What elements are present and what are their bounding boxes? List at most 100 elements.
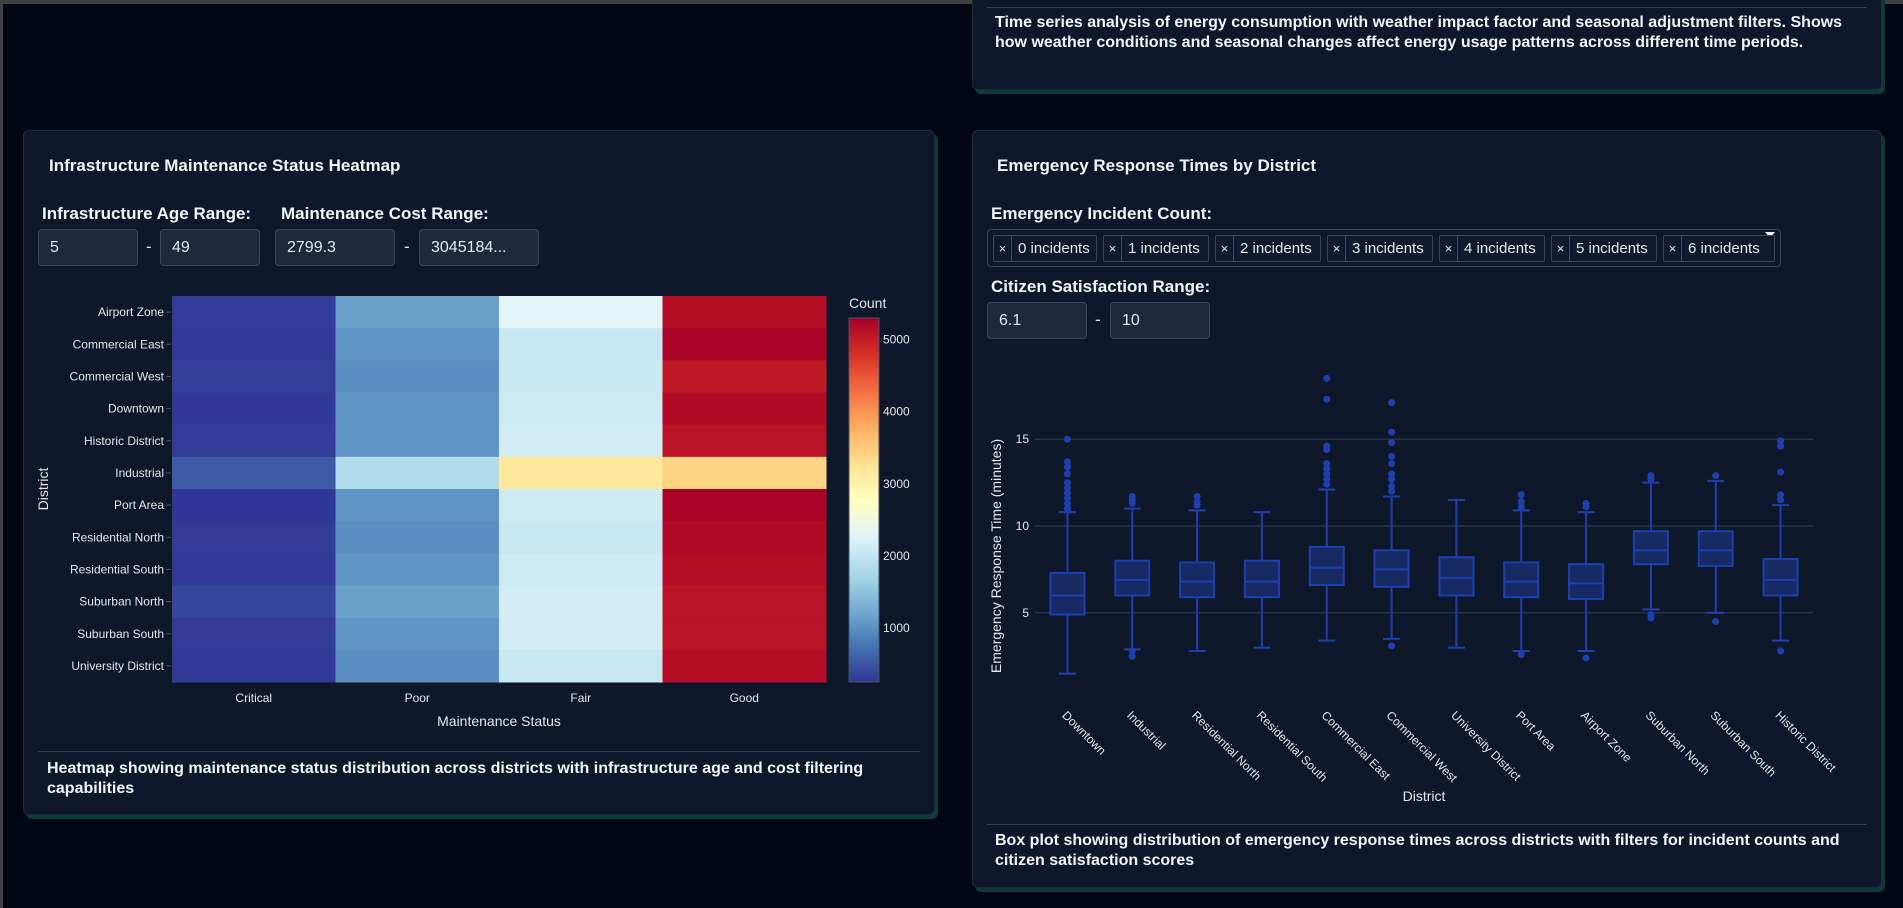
- x-tick-label: Commercial East: [1319, 708, 1394, 783]
- outlier-point: [1712, 618, 1720, 626]
- outlier-point: [1323, 465, 1331, 473]
- x-tick-label: Airport Zone: [1578, 708, 1635, 765]
- box: [1308, 545, 1345, 587]
- incident-tag-label: 1 incidents: [1128, 240, 1200, 257]
- panel-divider: [987, 7, 1867, 8]
- outlier-point: [1323, 480, 1331, 488]
- box-group: [1697, 472, 1734, 626]
- outlier-point: [1388, 428, 1396, 436]
- remove-tag-icon[interactable]: ×: [1328, 236, 1346, 261]
- heatmap-cell: [499, 649, 663, 683]
- x-tick-label: Residential South: [1254, 708, 1330, 784]
- outlier-point: [1323, 374, 1331, 382]
- heatmap-cell: [172, 456, 336, 490]
- cost-min-input[interactable]: 2799.3: [275, 229, 395, 266]
- outlier-point: [1063, 463, 1071, 471]
- outlier-point: [1777, 647, 1785, 655]
- box-group: [1503, 491, 1540, 659]
- heatmap-cell: [335, 617, 500, 651]
- colorbar-tick-label: 4000: [883, 405, 910, 419]
- heatmap-cell: [499, 617, 663, 651]
- remove-tag-icon[interactable]: ×: [1104, 236, 1122, 261]
- box-group: [1114, 492, 1151, 660]
- outlier-point: [1517, 491, 1525, 499]
- outlier-point: [1323, 459, 1331, 467]
- outlier-point: [1063, 505, 1071, 513]
- remove-tag-icon[interactable]: ×: [1552, 236, 1570, 261]
- box-group: [1243, 511, 1280, 649]
- incident-tag: × 3 incidents: [1327, 235, 1433, 262]
- heatmap-cell: [172, 296, 336, 329]
- y-tick-label: University District: [71, 659, 164, 673]
- incident-tag: × 2 incidents: [1215, 235, 1321, 262]
- heatmap-cell: [662, 553, 827, 586]
- box-group: [1049, 435, 1086, 675]
- outlier-point: [1388, 470, 1396, 478]
- y-tick-label: Historic District: [84, 434, 165, 448]
- box: [1438, 556, 1475, 597]
- outlier-point: [1388, 475, 1396, 483]
- x-tick-label: Port Area: [1513, 708, 1559, 754]
- box-group: [1373, 399, 1410, 650]
- x-tick-label: Suburban North: [1643, 708, 1713, 778]
- outlier-point: [1063, 489, 1071, 497]
- x-axis-title: Maintenance Status: [437, 713, 561, 729]
- heatmap-cell: [335, 296, 500, 329]
- incident-count-multiselect[interactable]: ✕ ×0 incidents×1 incidents×2 incidents×3…: [987, 229, 1781, 267]
- remove-tag-icon[interactable]: ×: [1440, 236, 1458, 261]
- outlier-point: [1647, 611, 1655, 619]
- heatmap-cell: [662, 296, 827, 329]
- heatmap-cell: [335, 585, 500, 619]
- outlier-point: [1193, 498, 1201, 506]
- age-range-separator: -: [146, 237, 152, 256]
- outlier-point: [1388, 439, 1396, 447]
- heatmap-cell: [335, 424, 500, 458]
- outlier-point: [1388, 642, 1396, 650]
- age-min-input[interactable]: 5: [38, 229, 138, 266]
- incident-tag: × 0 incidents: [993, 235, 1097, 262]
- heatmap-cell: [335, 360, 500, 393]
- x-axis-title: District: [1403, 788, 1446, 804]
- incident-tag-label: 3 incidents: [1352, 240, 1424, 257]
- box: [1243, 559, 1280, 599]
- y-tick-label: 10: [1016, 519, 1030, 533]
- satisfaction-range-label: Citizen Satisfaction Range:: [991, 277, 1211, 296]
- y-tick-label: Downtown: [108, 402, 164, 416]
- outlier-point: [1388, 453, 1396, 461]
- y-tick-label: Residential South: [70, 562, 164, 576]
- incident-tag: × 6 incidents: [1663, 235, 1775, 262]
- outlier-point: [1777, 442, 1785, 450]
- outlier-point: [1777, 491, 1785, 499]
- heatmap-cell: [499, 296, 663, 329]
- incident-tag: × 5 incidents: [1551, 235, 1657, 262]
- colorbar-title: Count: [849, 295, 886, 311]
- remove-tag-icon[interactable]: ×: [1216, 236, 1234, 261]
- outlier-point: [1712, 472, 1720, 480]
- age-max-input[interactable]: 49: [160, 229, 260, 266]
- cost-max-input[interactable]: 3045184...: [419, 229, 539, 266]
- incident-count-label: Emergency Incident Count:: [991, 204, 1213, 223]
- heatmap-cell: [335, 649, 500, 683]
- boxplot-description: Box plot showing distribution of emergen…: [995, 832, 1840, 869]
- cost-range-label: Maintenance Cost Range:: [281, 204, 489, 223]
- remove-tag-icon[interactable]: ×: [994, 236, 1012, 261]
- outlier-point: [1128, 492, 1136, 500]
- y-tick-label: Airport Zone: [98, 305, 164, 319]
- heatmap-cell: [499, 553, 663, 586]
- incident-tag: × 4 incidents: [1439, 235, 1545, 262]
- outlier-point: [1323, 395, 1331, 403]
- heatmap-cell: [335, 328, 500, 361]
- heatmap-cell: [335, 456, 500, 490]
- x-tick-label: Historic District: [1772, 708, 1839, 775]
- heatmap-cell: [662, 617, 827, 651]
- outlier-point: [1323, 475, 1331, 483]
- panel-divider: [38, 751, 920, 752]
- satisfaction-min-input[interactable]: 6.1: [987, 302, 1087, 339]
- box: [1179, 561, 1216, 599]
- age-range-label: Infrastructure Age Range:: [42, 204, 252, 223]
- remove-tag-icon[interactable]: ×: [1664, 236, 1682, 261]
- satisfaction-max-input[interactable]: 10: [1110, 302, 1210, 339]
- heatmap-cell: [662, 328, 827, 361]
- heatmap-cell: [172, 617, 336, 651]
- y-tick-label: Suburban North: [79, 595, 164, 609]
